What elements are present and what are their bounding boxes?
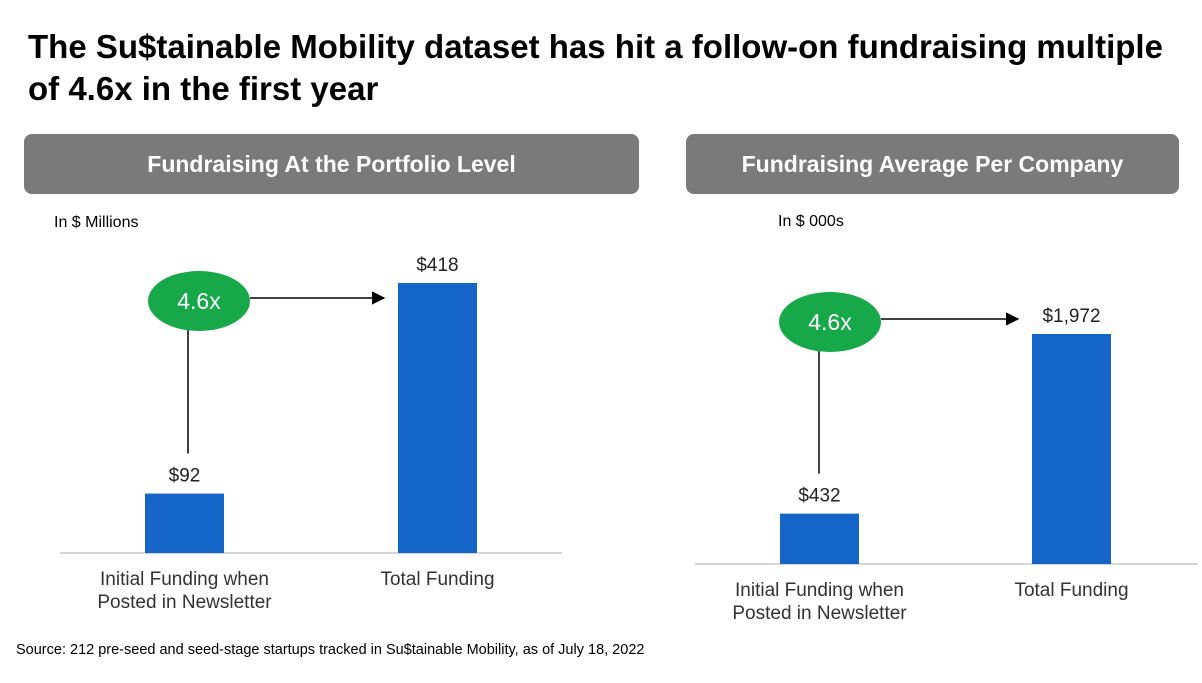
left-multiple-bubble <box>148 271 250 331</box>
right-unit-label: In $ 000s <box>778 213 844 230</box>
left-value-label-1: $418 <box>416 255 458 276</box>
right-value-label-0: $432 <box>798 486 840 507</box>
left-category-label-1-0: Total Funding <box>380 569 494 590</box>
left-bar-initial <box>145 493 224 553</box>
right-chart-header: Fundraising Average Per Company <box>686 134 1179 194</box>
right-bar-initial <box>780 513 859 564</box>
right-category-label-0-1: Posted in Newsletter <box>732 603 907 624</box>
left-unit-label: In $ Millions <box>54 214 139 231</box>
left-chart-header: Fundraising At the Portfolio Level <box>24 134 639 194</box>
right-multiple-bubble <box>779 292 881 352</box>
left-value-label-0: $92 <box>169 466 201 487</box>
left-category-label-0-1: Posted in Newsletter <box>97 592 272 613</box>
left-multiple-label: 4.6x <box>177 288 221 314</box>
left-bar-total <box>398 283 477 553</box>
right-bar-total <box>1032 334 1111 564</box>
page-title: The Su$tainable Mobility dataset has hit… <box>28 28 1163 107</box>
right-value-label-1: $1,972 <box>1042 306 1100 327</box>
right-category-label-0-0: Initial Funding when <box>735 580 904 601</box>
right-multiple-label: 4.6x <box>808 309 852 335</box>
source-note: Source: 212 pre-seed and seed-stage star… <box>16 642 645 658</box>
left-category-label-0-0: Initial Funding when <box>100 569 269 590</box>
right-category-label-1-0: Total Funding <box>1014 580 1128 601</box>
